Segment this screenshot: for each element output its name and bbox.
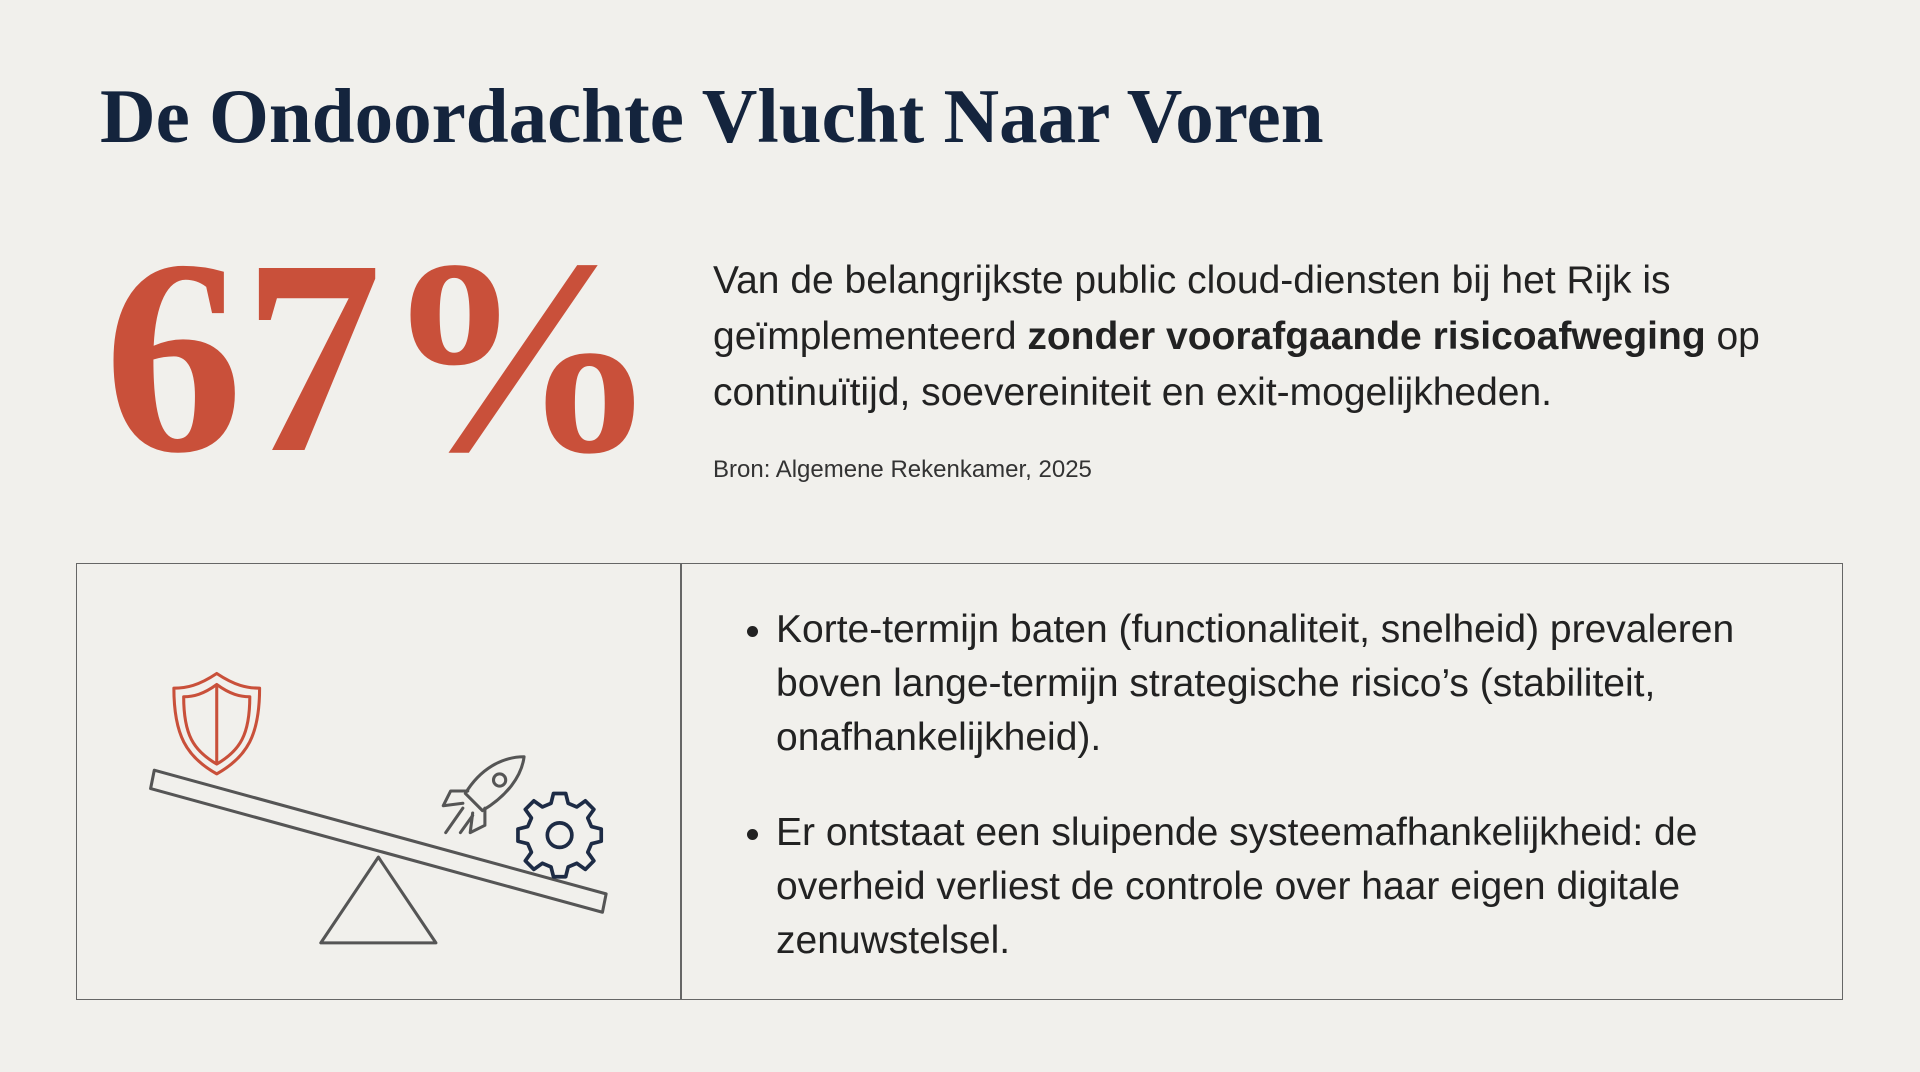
bullet: Korte-termijn baten (functionaliteit, sn… (776, 603, 1846, 765)
bullet: Er ontstaat een sluipende systeemafhanke… (776, 806, 1846, 968)
balance-illustration (149, 671, 608, 945)
bullet-list: Korte-termijn baten (functionaliteit, sn… (736, 603, 1846, 1009)
rocket-icon (441, 755, 526, 835)
shield-icon (172, 671, 262, 776)
description-text: Van de belangrijkste public cloud-dienst… (713, 259, 1671, 358)
big-stat: 67% (104, 203, 660, 511)
title: De Ondoordachte Vlucht Naar Voren (100, 73, 1324, 159)
source: Bron: Algemene Rekenkamer, 2025 (713, 456, 1092, 483)
description-emphasis: zonder voorafgaande risicoafweging (1027, 315, 1706, 358)
gear-icon (516, 791, 604, 879)
plank (149, 768, 608, 914)
divider (680, 563, 682, 1000)
fulcrum (319, 855, 438, 945)
description-text: op continuïtijd, soevereiniteit en exit-… (713, 315, 1760, 414)
info-box (76, 563, 1843, 1000)
stat-description: Van de belangrijkste public cloud-dienst… (713, 253, 1843, 421)
